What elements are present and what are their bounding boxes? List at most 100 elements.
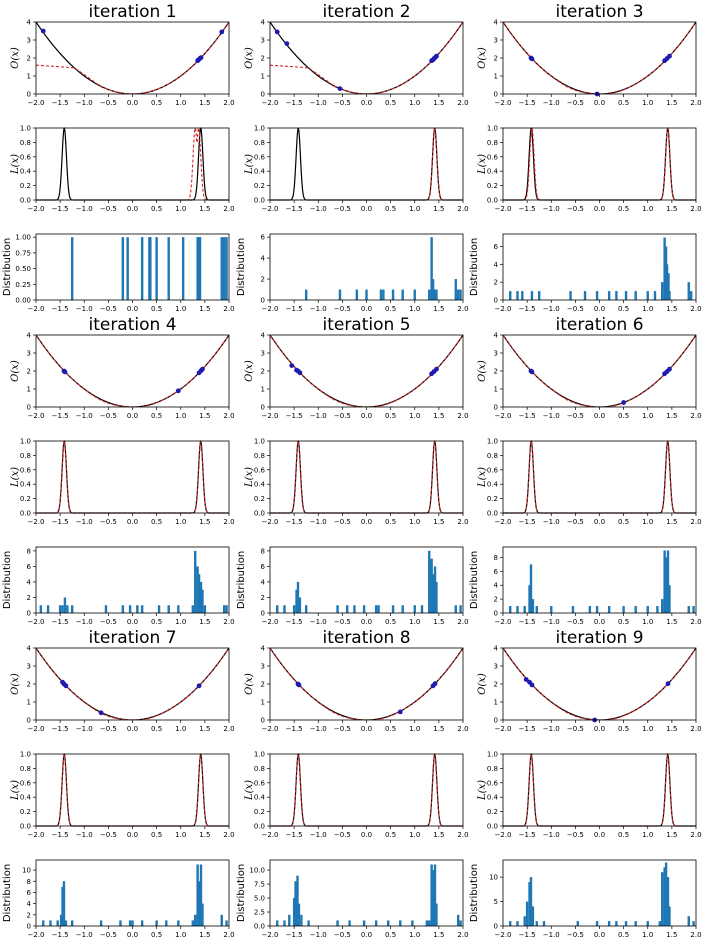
surrogate-objective-line	[36, 648, 229, 720]
it1-distribution-xtick-label: 0.0	[127, 305, 138, 313]
it8-objective-xtick-label: 2.0	[457, 725, 468, 733]
it4-distribution-xtick-label: 1.5	[199, 618, 210, 626]
it7-distribution-xtick-label: 0.5	[151, 931, 162, 939]
histogram-bar	[428, 920, 431, 926]
histogram-bar	[276, 920, 279, 926]
histogram-bar	[576, 921, 579, 926]
histogram-bar	[622, 606, 625, 613]
it5-likelihood-ytick-label: 0.6	[254, 466, 266, 474]
histogram-bar	[529, 877, 533, 926]
it2-likelihood-xtick-label: 0.0	[361, 205, 372, 213]
it7-likelihood-ytick-label: 0.4	[20, 794, 32, 802]
it5-distribution-xtick-label: 1.5	[433, 618, 444, 626]
it2-distribution-xtick-label: 0.0	[361, 305, 372, 313]
it6-distribution-ytick-label: 4	[494, 582, 499, 590]
it5-objective-ytick-label: 3	[261, 350, 265, 358]
histogram-bar	[99, 920, 103, 926]
it6-objective-xtick-label: −1.0	[543, 412, 560, 420]
iteration-title: iteration 9	[555, 628, 643, 648]
it2-distribution-xtick-label: −0.5	[334, 305, 351, 313]
histogram-bar	[197, 881, 201, 926]
it6-distribution-ytick-label: 2	[494, 596, 498, 604]
histogram-bar	[535, 606, 538, 613]
it7-objective-xtick-label: 1.0	[175, 725, 186, 733]
it9-likelihood-ylabel: L(x)	[477, 780, 488, 801]
it7-distribution-ytick-label: 0	[27, 923, 31, 931]
it9-likelihood-ytick-label: 0.2	[487, 808, 498, 816]
it5-objective-xtick-label: 2.0	[457, 412, 468, 420]
histogram-bar	[307, 920, 310, 926]
it3-objective-xtick-label: 0.5	[618, 99, 629, 107]
it2-objective-ytick-label: 2	[261, 55, 265, 63]
it8-likelihood-ytick-label: 0.8	[254, 765, 265, 773]
histogram-bar	[529, 564, 533, 613]
histogram-bar	[58, 605, 62, 613]
histogram-bar	[63, 597, 67, 613]
histogram-bar	[531, 906, 535, 926]
it5-distribution-xtick-label: −1.5	[286, 618, 303, 626]
sample-point	[337, 86, 343, 91]
sample-point	[667, 53, 672, 59]
it4-distribution-xtick-label: −2.0	[28, 618, 45, 626]
it4-distribution-xtick-label: −1.0	[76, 618, 93, 626]
true-likelihood-line	[503, 753, 696, 827]
histogram-bar	[615, 921, 618, 926]
histogram-bar	[666, 550, 670, 613]
it4-distribution-xtick-label: 0.0	[127, 618, 138, 626]
it5-distribution-ytick-label: 0	[261, 610, 265, 618]
it3-likelihood-xtick-label: −0.5	[567, 205, 584, 213]
sample-point	[62, 369, 68, 375]
it8-likelihood-ytick-label: 0.6	[254, 779, 266, 787]
histogram-bar	[433, 566, 437, 613]
it7-objective-xtick-label: −0.5	[100, 725, 117, 733]
it1-likelihood-xtick-label: −0.5	[100, 205, 117, 213]
histogram-bar	[39, 605, 43, 613]
it7-likelihood-ytick-label: 0.2	[20, 808, 31, 816]
it8-likelihood-xtick-label: 1.0	[409, 831, 420, 839]
histogram-bar	[292, 605, 296, 613]
it4-distribution-xtick-label: 1.0	[175, 618, 186, 626]
histogram-bar	[379, 289, 383, 300]
it6-objective-ytick-label: 0	[494, 404, 498, 412]
it9-distribution-xtick-label: −1.5	[519, 931, 536, 939]
it3-likelihood-ytick-label: 0.0	[487, 197, 498, 205]
it3-distribution-xtick-label: 1.5	[666, 305, 677, 313]
it9-distribution-xtick-label: 1.0	[642, 931, 653, 939]
histogram-bar	[523, 606, 526, 613]
it7-likelihood-ytick-label: 0.8	[20, 765, 31, 773]
histogram-bar	[420, 605, 424, 613]
it4-likelihood-xtick-label: 0.5	[151, 518, 162, 526]
it3-distribution-ytick-label: 2	[494, 279, 498, 287]
histogram-bar	[624, 921, 628, 926]
sample-point	[63, 683, 69, 689]
iteration-title: iteration 5	[322, 315, 410, 335]
it5-objective-xtick-label: −1.0	[310, 412, 327, 420]
it1-likelihood-ytick-label: 0.4	[20, 168, 32, 176]
it5-objective-ytick-label: 4	[261, 332, 266, 340]
it1-distribution-xtick-label: 1.5	[199, 305, 210, 313]
it4-likelihood-xtick-label: 0.0	[127, 518, 138, 526]
it1-objective-ytick-label: 1	[27, 73, 31, 81]
histogram-bar	[131, 920, 134, 926]
it6-likelihood-ytick-label: 0.4	[487, 481, 499, 489]
histogram-bar	[121, 605, 125, 613]
it6-likelihood-ytick-label: 0.2	[487, 495, 498, 503]
it2-objective-ytick-label: 1	[261, 73, 265, 81]
it7-objective-xtick-label: 0.0	[127, 725, 138, 733]
histogram-bar	[294, 881, 297, 926]
it1-likelihood-ytick-label: 0.8	[20, 139, 31, 147]
it1-objective-xtick-label: −1.5	[52, 99, 69, 107]
it7-objective-xtick-label: 0.5	[151, 725, 162, 733]
histogram-bar	[535, 921, 538, 926]
histogram-bar	[222, 605, 226, 613]
it4-likelihood-xtick-label: 1.0	[175, 518, 186, 526]
histogram-bar	[634, 921, 637, 926]
histogram-bar	[689, 291, 693, 300]
it3-likelihood-xtick-label: 2.0	[690, 205, 701, 213]
it5-likelihood-ytick-label: 0.4	[254, 481, 266, 489]
it9-likelihood-ytick-label: 0.4	[487, 794, 499, 802]
sample-point	[529, 56, 535, 62]
it3-objective-xtick-label: −1.0	[543, 99, 560, 107]
histogram-bar	[391, 289, 395, 300]
sample-point	[175, 388, 181, 394]
